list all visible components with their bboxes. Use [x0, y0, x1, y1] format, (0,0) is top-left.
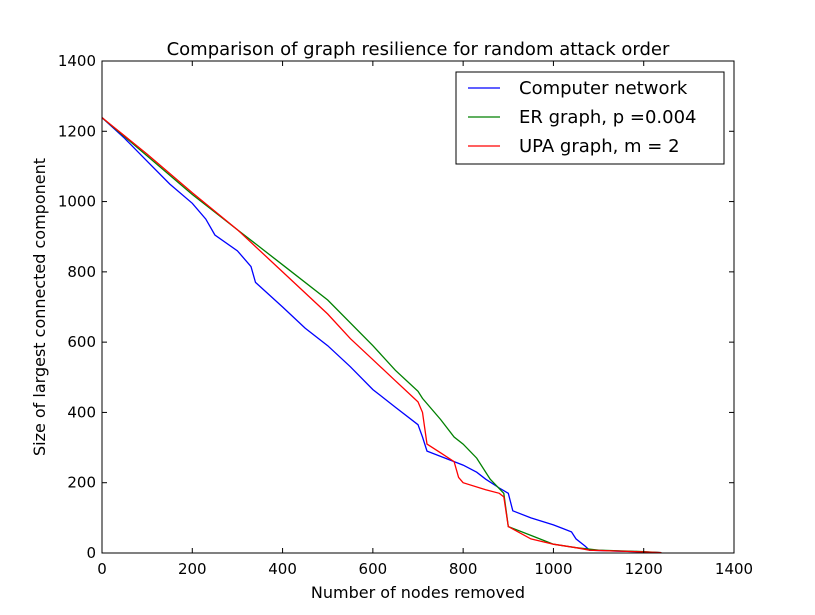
x-tick-label: 1000	[534, 560, 572, 578]
y-tick-label: 1200	[58, 122, 96, 140]
y-tick-label: 600	[67, 333, 96, 351]
series-line-2	[102, 117, 662, 553]
x-tick-label: 0	[97, 560, 107, 578]
x-tick-label: 1400	[715, 560, 753, 578]
y-axis-label: Size of largest connected component	[30, 158, 49, 456]
x-tick-label: 200	[178, 560, 207, 578]
y-tick-label: 1000	[58, 193, 96, 211]
x-tick-label: 1200	[625, 560, 663, 578]
legend-label-1: ER graph, p =0.004	[519, 107, 697, 128]
legend: Computer network ER graph, p =0.004 UPA gr…	[455, 71, 725, 165]
x-tick-label: 800	[449, 560, 478, 578]
legend-box	[455, 71, 725, 165]
y-tick-label: 0	[86, 544, 96, 562]
x-tick-label: 600	[359, 560, 388, 578]
axes: 0 200 400 600 800 1000 1200 1400 0 200 400 600 800 10…	[58, 52, 753, 578]
legend-label-2: UPA graph, m = 2	[519, 136, 680, 157]
y-tick-label: 800	[67, 263, 96, 281]
series-line-1	[102, 117, 662, 553]
legend-label-0: Computer network	[519, 78, 688, 99]
y-tick-label: 1400	[58, 52, 96, 70]
y-tick-label: 200	[67, 474, 96, 492]
x-tick-label: 400	[268, 560, 297, 578]
plot-area	[102, 117, 662, 553]
series-line-0	[102, 117, 662, 553]
chart-title: Comparison of graph resilience for rando…	[167, 39, 670, 60]
plot-frame	[101, 60, 735, 554]
y-tick-label: 400	[67, 403, 96, 421]
x-axis-label: Number of nodes removed	[311, 583, 525, 602]
